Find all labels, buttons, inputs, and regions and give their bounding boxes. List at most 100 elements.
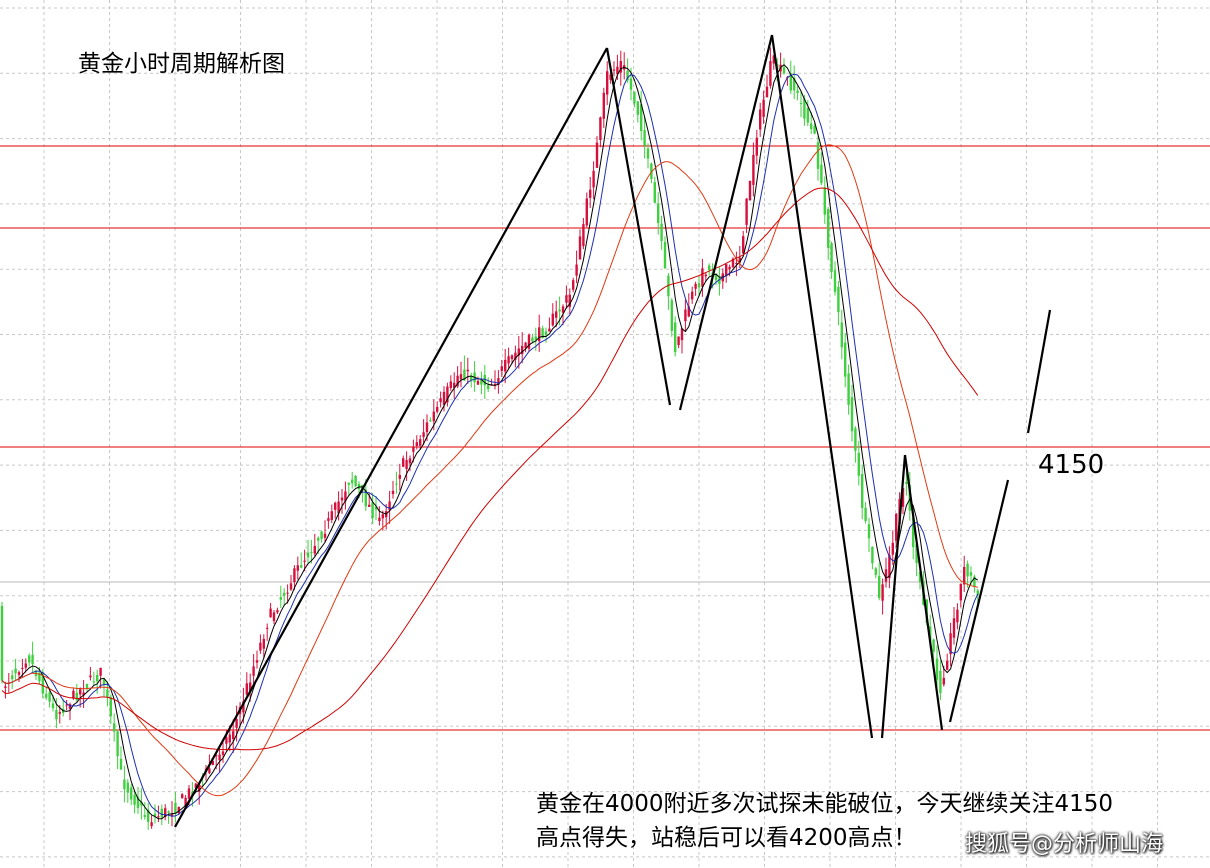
- candle-body: [150, 822, 153, 827]
- candle-body: [684, 309, 687, 322]
- candle-body: [181, 794, 184, 799]
- candle-body: [327, 518, 330, 521]
- candle-body: [551, 313, 554, 326]
- candle-body: [748, 180, 752, 201]
- candle-body: [796, 90, 799, 94]
- candle-body: [408, 458, 412, 464]
- candle-body: [225, 737, 228, 744]
- candle-body: [643, 130, 646, 146]
- candle-body: [269, 608, 272, 618]
- candle-body: [789, 73, 792, 91]
- candle-body: [487, 385, 490, 390]
- candle-body: [456, 375, 459, 387]
- candle-body: [609, 74, 612, 80]
- candle-body: [459, 374, 463, 380]
- candle-body: [595, 142, 599, 168]
- candle-body: [942, 677, 945, 685]
- candle-body: [31, 654, 34, 665]
- candle-body: [752, 154, 755, 185]
- candle-body: [616, 66, 619, 75]
- candle-body: [918, 571, 922, 583]
- candle-body: [119, 758, 123, 770]
- candlesticks: [0, 47, 979, 830]
- analysis-note-line-1: 黄金在4000附近多次试探未能破位，今天继续关注4150: [536, 791, 1114, 817]
- candle-body: [147, 809, 150, 822]
- candle-body: [65, 704, 68, 706]
- candle-body: [718, 277, 721, 285]
- candle-body: [667, 275, 670, 297]
- candle-body: [136, 797, 140, 808]
- candle-body: [218, 754, 221, 761]
- candle-body: [442, 391, 446, 405]
- candle-body: [833, 270, 837, 292]
- candle-body: [840, 322, 843, 348]
- candle-body: [561, 306, 565, 313]
- candle-body: [272, 612, 276, 622]
- candle-body: [847, 373, 850, 405]
- analysis-note-line-2: 高点得失，站稳后可以看4200高点！: [536, 825, 917, 851]
- candle-body: [436, 406, 439, 412]
- candle-body: [412, 447, 415, 452]
- candle-body: [731, 258, 735, 268]
- candle-body: [276, 610, 279, 613]
- candle-body: [946, 660, 949, 670]
- candle-body: [871, 546, 874, 564]
- candle-body: [211, 760, 214, 766]
- trend-line: [605, 47, 672, 406]
- candle-body: [806, 108, 809, 123]
- candle-body: [177, 806, 180, 814]
- candle-body: [402, 458, 405, 467]
- candle-body: [697, 283, 701, 288]
- candle-body: [901, 487, 905, 507]
- candle-body: [425, 422, 429, 433]
- candle-body: [572, 280, 575, 290]
- candle-body: [657, 203, 660, 224]
- candle-body: [242, 701, 245, 713]
- trend-line: [903, 454, 944, 731]
- candle-body: [123, 779, 126, 790]
- candle-body: [130, 787, 133, 800]
- candle-body: [850, 397, 854, 432]
- candle-body: [157, 816, 160, 818]
- candle-body: [296, 565, 299, 571]
- candle-body: [670, 300, 673, 331]
- candle-body: [249, 682, 252, 692]
- candle-body: [500, 366, 503, 372]
- candle-body: [704, 274, 707, 277]
- candle-body: [725, 264, 728, 276]
- candle-body: [45, 693, 48, 698]
- candle-body: [398, 474, 401, 479]
- chart-title: 黄金小时周期解析图: [78, 51, 285, 77]
- candle-body: [28, 655, 31, 663]
- candle-body: [585, 198, 588, 226]
- ma-long-line: [1, 187, 979, 751]
- candle-body: [85, 683, 89, 688]
- candle-body: [143, 815, 146, 817]
- candle-body: [266, 627, 269, 629]
- moving-average-lines: [1, 64, 979, 820]
- level-label-4150: 4150: [1038, 450, 1105, 480]
- candle-body: [626, 70, 629, 81]
- candle-body: [89, 675, 92, 678]
- candle-body: [867, 524, 871, 539]
- candle-body: [419, 439, 422, 446]
- candle-body: [793, 77, 796, 91]
- candle-body: [674, 322, 677, 353]
- candle-body: [133, 794, 136, 805]
- candle-body: [164, 808, 167, 817]
- candle-body: [113, 723, 116, 732]
- candle-body: [208, 768, 211, 774]
- candle-body: [935, 658, 939, 680]
- candle-body: [888, 555, 891, 579]
- candle-body: [633, 91, 636, 104]
- candle-body: [687, 306, 690, 317]
- candle-body: [395, 483, 398, 485]
- candle-body: [286, 592, 289, 594]
- candle-body: [691, 291, 694, 300]
- candle-body: [466, 369, 469, 372]
- candle-body: [58, 712, 61, 714]
- candle-body: [55, 709, 58, 720]
- candle-body: [374, 506, 378, 510]
- candle-body: [810, 123, 813, 130]
- candle-body: [194, 783, 197, 788]
